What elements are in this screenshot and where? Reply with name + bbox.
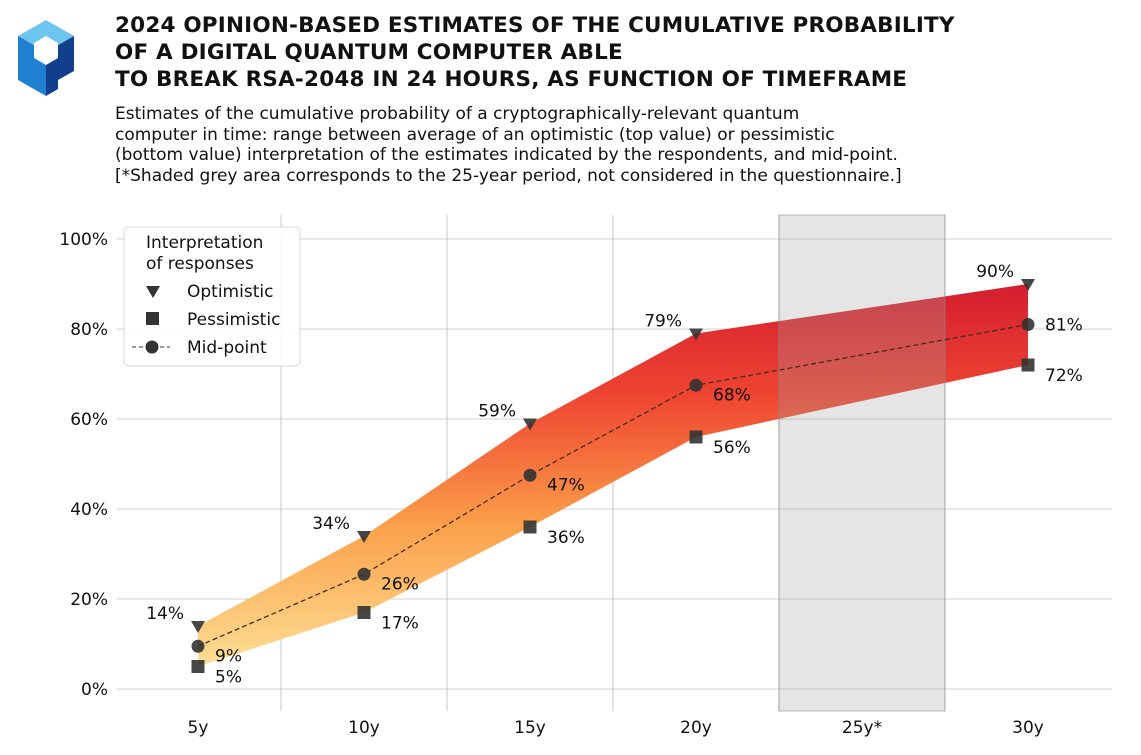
optimistic-marker xyxy=(523,418,537,431)
midpoint-marker xyxy=(689,378,703,392)
y-tick-label: 20% xyxy=(70,590,108,610)
optimistic-marker xyxy=(689,328,703,341)
chart-subtitle: Estimates of the cumulative probability … xyxy=(115,104,902,186)
legend-box xyxy=(123,226,301,367)
optimistic-data-label: 79% xyxy=(644,312,682,332)
midpoint-data-label: 68% xyxy=(713,385,751,405)
y-tick-label: 40% xyxy=(70,500,108,520)
triangle-down-icon xyxy=(146,286,160,298)
x-tick-label: 15y xyxy=(514,718,546,738)
pessimistic-data-label: 36% xyxy=(547,528,585,548)
y-tick-label: 80% xyxy=(70,320,108,340)
x-tick-label: 30y xyxy=(1012,718,1044,738)
y-tick-label: 60% xyxy=(70,410,108,430)
title-line: 2024 OPINION-BASED ESTIMATES OF THE CUMU… xyxy=(115,13,955,38)
legend-title: Interpretation xyxy=(146,233,263,253)
pessimistic-data-label: 5% xyxy=(215,668,242,688)
x-tick-label: 25y* xyxy=(842,718,882,738)
optimistic-marker xyxy=(191,621,205,633)
y-tick-label: 0% xyxy=(81,680,108,700)
square-icon xyxy=(146,312,159,325)
midpoint-data-label: 47% xyxy=(547,475,585,495)
subtitle-line: computer in time: range between average … xyxy=(115,124,835,145)
x-tick-label: 5y xyxy=(188,718,209,738)
pessimistic-marker xyxy=(1021,358,1035,372)
pessimistic-data-label: 56% xyxy=(713,438,751,458)
legend-entry-optimistic: Optimistic xyxy=(187,282,273,302)
marks-layer: 14% 5%9% 34% 17% 26% 59% 36% 47% 79% 56% 68% 90% 72%… xyxy=(146,262,1083,688)
pessimistic-marker xyxy=(357,606,371,619)
subtitle-line: [*Shaded grey area corresponds to the 25… xyxy=(115,165,902,186)
legend-entry-midpoint: Mid-point xyxy=(187,338,267,358)
title-line: TO BREAK RSA-2048 IN 24 HOURS, AS FUNCTI… xyxy=(115,67,908,92)
pessimistic-marker xyxy=(523,520,537,534)
midpoint-line xyxy=(197,323,1029,647)
pessimistic-marker xyxy=(191,660,205,673)
midpoint-marker xyxy=(191,639,205,653)
legend-title: of responses xyxy=(146,254,254,274)
subtitle-line: (bottom value) interpretation of the est… xyxy=(115,145,898,165)
midpoint-data-label: 81% xyxy=(1045,316,1083,336)
circle-icon xyxy=(145,340,159,354)
optimistic-marker xyxy=(1021,279,1035,291)
midpoint-marker xyxy=(357,567,371,581)
title-line: OF A DIGITAL QUANTUM COMPUTER ABLE xyxy=(115,40,623,65)
pessimistic-marker xyxy=(689,430,703,444)
chart-title: 2024 OPINION-BASED ESTIMATES OF THE CUMU… xyxy=(115,12,955,93)
x-tick-label: 20y xyxy=(680,718,712,738)
pessimistic-data-label: 72% xyxy=(1045,366,1083,386)
y-tick-label: 100% xyxy=(59,230,108,250)
shaded-period-25y xyxy=(778,214,946,712)
axes: 0% 20% 40% 60% 80% 100% 5y 10y 15y 20y 25y* 30y xyxy=(59,230,1043,738)
quantum-logo xyxy=(18,20,74,96)
subtitle-line: Estimates of the cumulative probability … xyxy=(115,104,800,124)
midpoint-marker xyxy=(523,468,537,482)
optimistic-marker xyxy=(357,531,371,543)
optimistic-data-label: 34% xyxy=(312,514,350,534)
optimistic-data-label: 59% xyxy=(478,402,516,422)
legend: Interpretation of responses Optimistic P… xyxy=(123,226,301,367)
pessimistic-data-label: 17% xyxy=(381,614,419,634)
probability-range-band xyxy=(198,284,1028,667)
probability-band-layer xyxy=(198,284,1028,667)
midpoint-marker xyxy=(1021,318,1035,331)
optimistic-data-label: 14% xyxy=(146,604,184,624)
legend-entry-pessimistic: Pessimistic xyxy=(187,310,280,330)
shaded-period-layer xyxy=(778,214,946,712)
midpoint-data-label: 9% xyxy=(215,646,242,666)
x-tick-label: 10y xyxy=(348,718,380,738)
midpoint-data-label: 26% xyxy=(381,574,419,594)
optimistic-data-label: 90% xyxy=(976,262,1014,282)
